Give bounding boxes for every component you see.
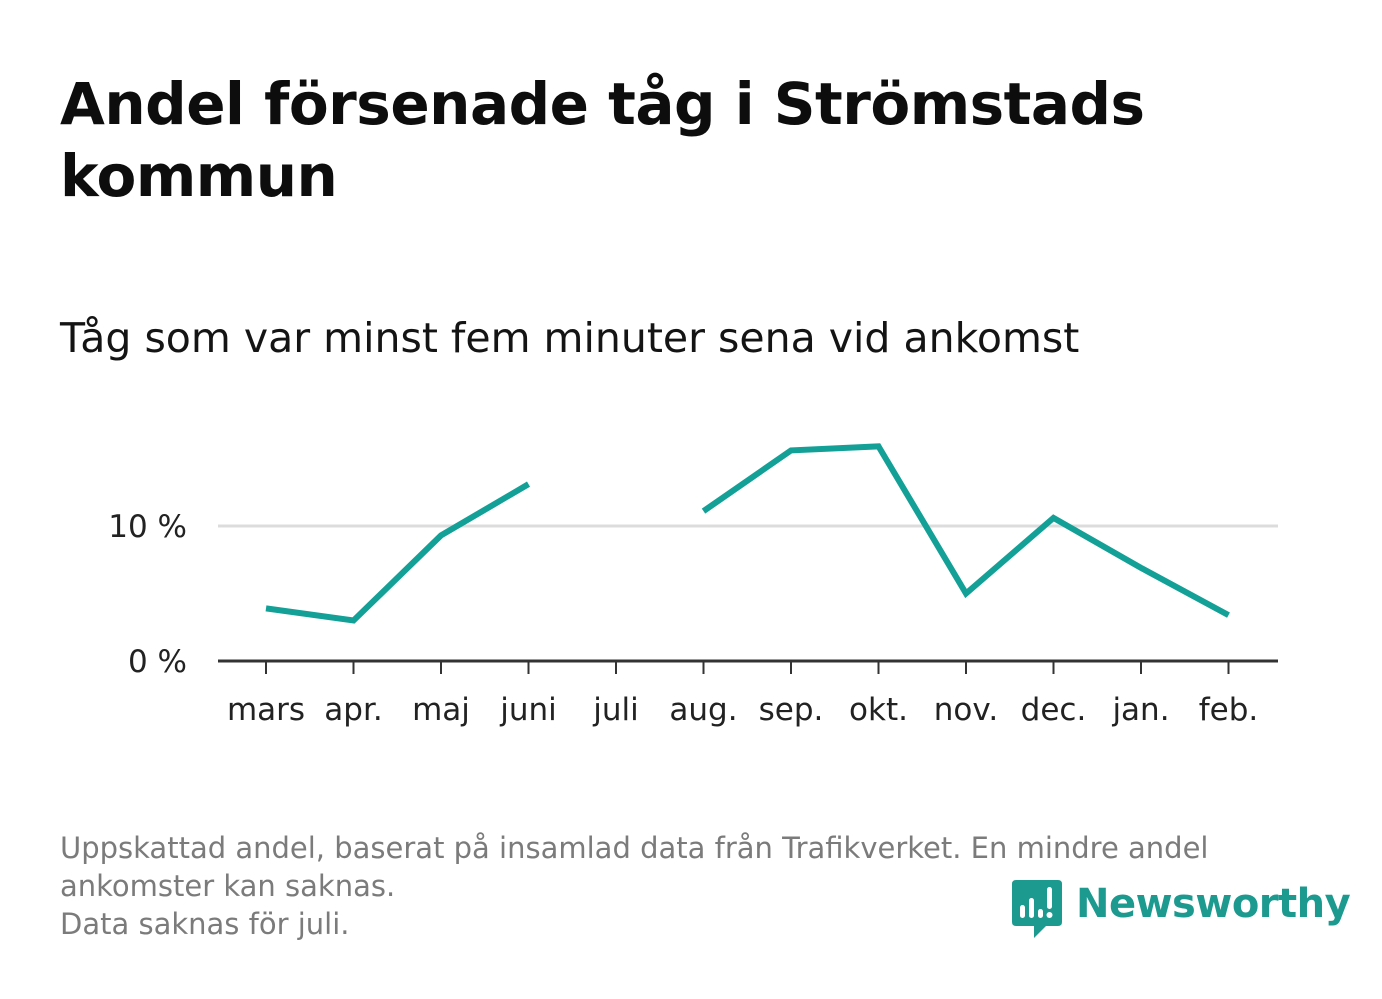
x-tick-label: dec. xyxy=(1021,692,1087,728)
data-point-feb. xyxy=(1226,612,1232,618)
data-point-juni xyxy=(526,481,532,487)
x-tick-label: mars xyxy=(227,692,305,728)
x-axis: mars apr. maj juni juli aug. sep. okt. nov. dec. j… xyxy=(218,659,1278,728)
x-tick-label: sep. xyxy=(759,692,824,728)
chart-subtitle: Tåg som var minst fem minuter sena vid a… xyxy=(60,314,1080,362)
data-point-nov. xyxy=(963,591,969,597)
series-line-segment-1 xyxy=(265,481,531,624)
data-point-sep. xyxy=(788,447,794,453)
x-tick-label: aug. xyxy=(669,692,737,728)
brand-logo: Newsworthy xyxy=(1012,878,1351,940)
newsworthy-logo-icon xyxy=(1012,880,1062,938)
data-point-dec. xyxy=(1051,515,1057,521)
x-tick-label: nov. xyxy=(934,692,998,728)
y-tick-label: 10 % xyxy=(108,509,187,545)
data-point-okt. xyxy=(876,443,882,449)
footnote-line-2: ankomster kan saknas. xyxy=(60,869,396,903)
data-point-aug. xyxy=(701,508,707,514)
x-tick-label: jan. xyxy=(1111,692,1169,728)
y-tick-label: 0 % xyxy=(128,644,187,680)
y-axis-labels: 0 % 10 % xyxy=(108,509,187,680)
data-lines xyxy=(263,443,1232,624)
brand-name: Newsworthy xyxy=(1076,881,1351,927)
x-tick-label: maj xyxy=(412,692,470,728)
data-point-jan. xyxy=(1138,565,1144,571)
x-tick-label: apr. xyxy=(324,692,382,728)
footnote-line-1: Uppskattad andel, baserat på insamlad da… xyxy=(60,831,1209,865)
x-tick-label: feb. xyxy=(1199,692,1259,728)
x-tick-label: okt. xyxy=(849,692,908,728)
series-line-segment-2 xyxy=(701,443,1230,618)
data-point-apr. xyxy=(351,618,357,624)
chart-title: Andel försenade tåg i Strömstads kommun xyxy=(60,70,1145,210)
footnote-line-3: Data saknas för juli. xyxy=(60,907,350,941)
x-tick-label: juni xyxy=(499,692,557,728)
footnote: Uppskattad andel, baserat på insamlad da… xyxy=(60,829,1320,943)
x-tick-label: juli xyxy=(592,692,639,728)
data-point-maj xyxy=(438,532,444,538)
data-point-mars xyxy=(263,605,269,611)
